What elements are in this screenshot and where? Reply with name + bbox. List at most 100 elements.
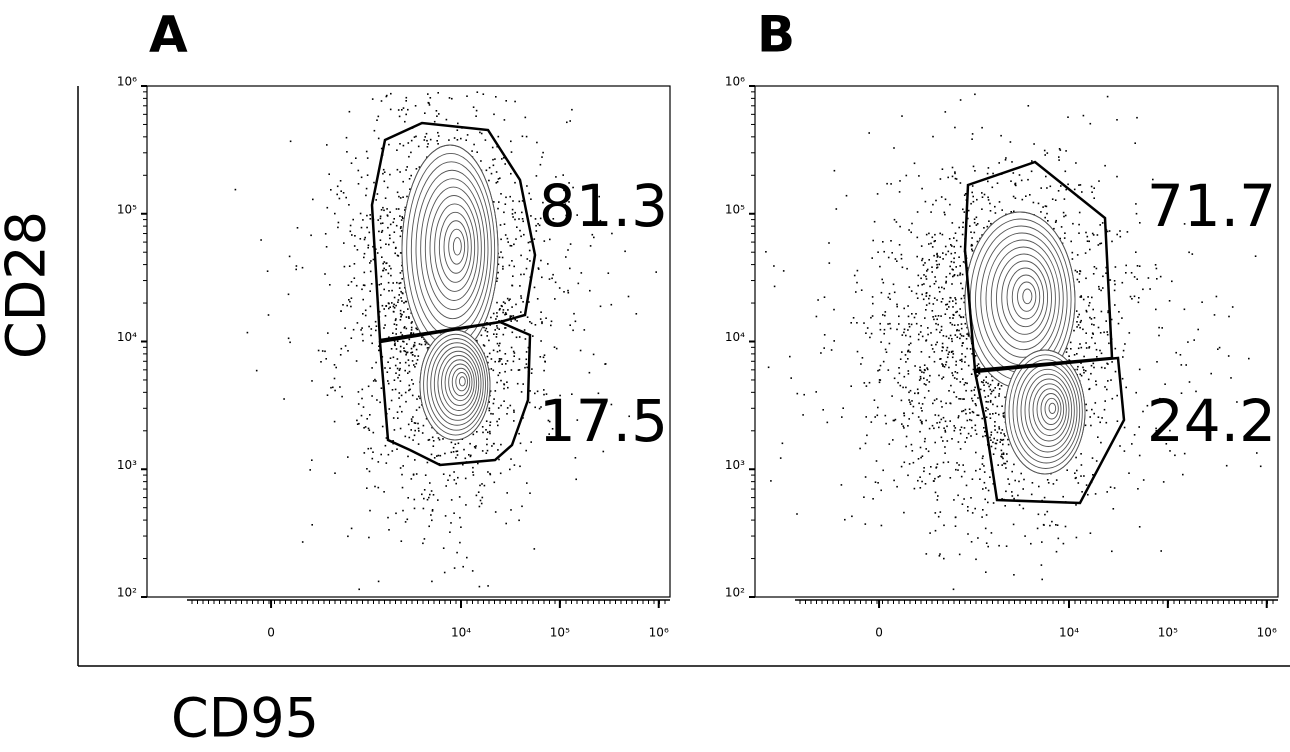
event-dot <box>372 380 375 382</box>
event-dot <box>497 374 500 377</box>
event-dot <box>965 338 968 340</box>
event-dot <box>919 366 921 369</box>
event-dot <box>1104 367 1106 369</box>
event-dot <box>567 291 570 294</box>
event-dot <box>952 313 954 316</box>
event-dot <box>907 315 910 318</box>
contour <box>423 333 489 436</box>
event-dot <box>1088 304 1090 307</box>
event-dot <box>1090 424 1092 427</box>
event-dot <box>1076 271 1078 273</box>
event-dot <box>1020 472 1022 475</box>
event-dot <box>481 426 484 428</box>
event-dot <box>992 413 994 415</box>
event-dot <box>350 281 353 283</box>
event-dot <box>401 313 403 316</box>
event-dot <box>401 216 403 218</box>
event-dot <box>893 377 896 380</box>
event-dot <box>945 280 947 283</box>
event-dot <box>952 275 954 278</box>
event-dot <box>497 449 499 451</box>
event-dot <box>961 233 964 236</box>
event-dot <box>344 327 346 329</box>
event-dot <box>942 335 945 337</box>
event-dot <box>455 450 458 453</box>
event-dot <box>993 437 995 440</box>
event-dot <box>457 122 459 125</box>
event-dot <box>549 238 551 241</box>
event-dot <box>1087 493 1089 496</box>
event-dot <box>896 328 898 331</box>
x-tick-label: 0 <box>875 626 883 640</box>
event-dot <box>495 333 498 335</box>
event-dot <box>404 391 407 394</box>
event-dot <box>1155 267 1158 270</box>
event-dot <box>371 395 373 397</box>
event-dot <box>1164 383 1166 385</box>
event-dot <box>941 350 943 352</box>
x-axis-label: CD95 <box>171 687 319 750</box>
event-dot <box>381 304 384 307</box>
event-dot <box>541 322 543 325</box>
event-dot <box>1002 452 1005 454</box>
event-dot <box>359 238 362 240</box>
event-dot <box>344 345 347 347</box>
event-dot <box>350 297 353 299</box>
event-dot <box>403 340 405 343</box>
event-dot <box>450 499 453 501</box>
event-dot <box>481 483 483 485</box>
event-dot <box>1109 279 1112 281</box>
event-dot <box>533 238 536 240</box>
event-dot <box>1057 190 1060 192</box>
event-dot <box>967 533 969 535</box>
event-dot <box>530 441 532 443</box>
event-dot <box>365 150 368 153</box>
event-dot <box>909 335 912 338</box>
event-dot <box>1179 354 1182 356</box>
event-dot <box>877 251 879 253</box>
event-dot <box>521 218 524 220</box>
event-dot <box>519 442 522 445</box>
event-dot <box>921 187 923 190</box>
event-dot <box>383 288 385 291</box>
event-dot <box>502 268 504 270</box>
event-dot <box>510 315 513 317</box>
event-dot <box>472 433 475 436</box>
event-dot <box>1020 179 1023 182</box>
event-dot <box>916 236 919 239</box>
y-tick-label: 10⁶ <box>725 75 745 89</box>
y-tick-label: 10⁴ <box>725 330 745 344</box>
event-dot <box>481 496 484 499</box>
event-dot <box>949 322 952 324</box>
event-dot <box>936 463 939 465</box>
event-dot <box>908 344 910 346</box>
event-dot <box>377 580 380 583</box>
event-dot <box>431 580 433 583</box>
event-dot <box>348 204 350 206</box>
event-dot <box>920 456 922 459</box>
event-dot <box>393 303 395 306</box>
event-dot <box>380 453 382 456</box>
event-dot <box>880 524 883 527</box>
event-dot <box>426 347 429 349</box>
event-dot <box>378 345 380 347</box>
event-dot <box>873 220 876 223</box>
event-dot <box>410 418 413 420</box>
event-dot <box>926 379 928 381</box>
event-dot <box>1210 372 1212 375</box>
event-dot <box>490 412 492 415</box>
event-dot <box>1062 495 1064 498</box>
event-dot <box>339 354 342 356</box>
event-dot <box>994 442 997 445</box>
event-dot <box>418 395 420 398</box>
event-dot <box>962 221 964 224</box>
event-dot <box>526 366 528 369</box>
event-dot <box>897 381 899 384</box>
event-dot <box>458 496 461 498</box>
event-dot <box>500 251 502 253</box>
event-dot <box>368 470 371 473</box>
event-dot <box>548 278 551 280</box>
y-tick-label: 10⁵ <box>725 202 745 216</box>
event-dot <box>967 333 970 336</box>
event-dot <box>429 493 431 496</box>
